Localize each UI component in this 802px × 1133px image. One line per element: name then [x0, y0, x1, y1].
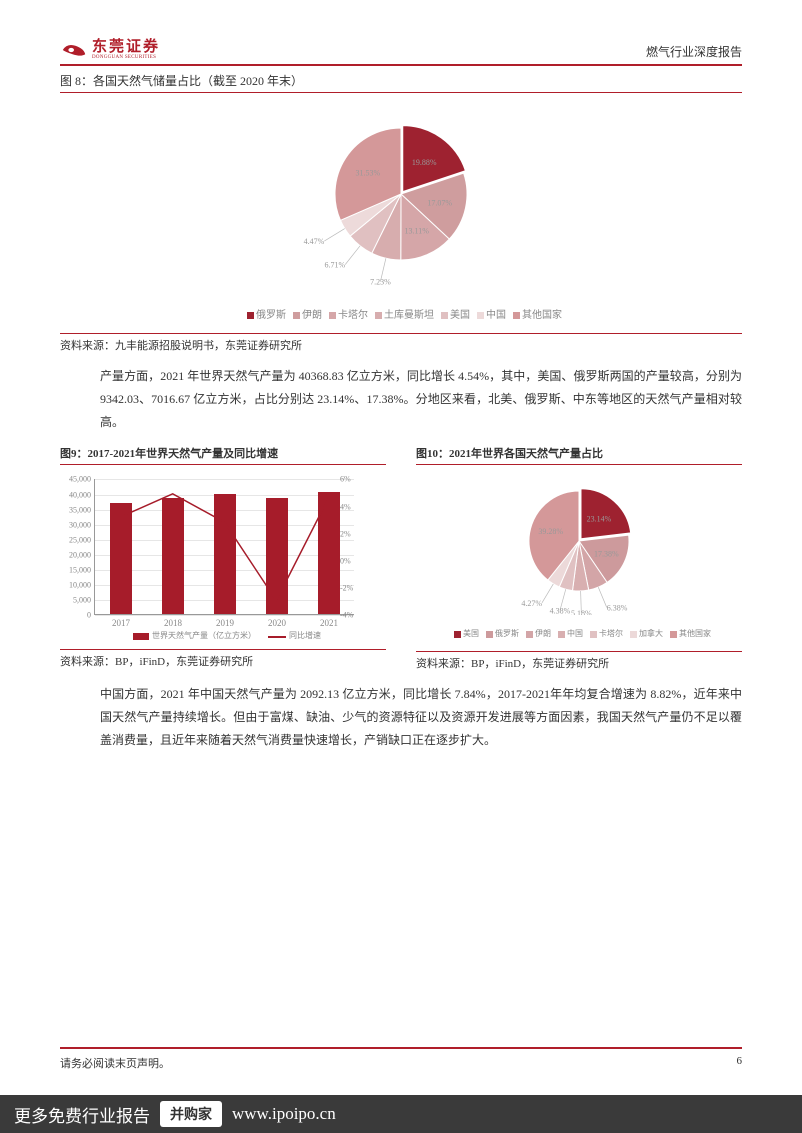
- svg-text:19.88%: 19.88%: [412, 158, 437, 167]
- figure-8-legend: 俄罗斯伊朗卡塔尔土库曼斯坦美国中国其他国家: [60, 306, 742, 327]
- svg-text:13.11%: 13.11%: [405, 226, 430, 235]
- svg-text:7.23%: 7.23%: [370, 278, 391, 287]
- svg-text:6.38%: 6.38%: [607, 604, 628, 613]
- figure-8-pie-chart: 19.88% 17.07% 13.11% 7.23% 6.71% 4.47% 31.53%: [60, 99, 742, 298]
- svg-text:4.47%: 4.47%: [304, 237, 325, 246]
- figure-9-legend: 世界天然气产量（亿立方米） 同比增速: [60, 630, 386, 641]
- figure-8-title: 图 8：各国天然气储量占比（截至 2020 年末）: [60, 72, 742, 93]
- page-number: 6: [737, 1055, 743, 1071]
- figure-10-title: 图10：2021年世界各国天然气产量占比: [416, 445, 742, 465]
- promo-button[interactable]: 并购家: [160, 1101, 222, 1127]
- body-paragraph-2: 中国方面，2021 年中国天然气产量为 2092.13 亿立方米，同比增长 7.…: [100, 683, 742, 751]
- legend-bar-label: 世界天然气产量（亿立方米）: [152, 631, 256, 640]
- figure-9-title: 图9：2017-2021年世界天然气产量及同比增速: [60, 445, 386, 465]
- figure-10-pie-chart: 23.14% 17.38% 6.38% 5.18%4.38% 4.27% 39.28%: [416, 471, 742, 620]
- svg-text:17.07%: 17.07%: [427, 198, 452, 207]
- page-footer: 请务必阅读末页声明。 6: [60, 1047, 742, 1071]
- figure-10-legend: 美国俄罗斯伊朗中国卡塔尔加拿大其他国家: [416, 628, 742, 645]
- svg-text:17.38%: 17.38%: [594, 550, 619, 559]
- logo-text-en: DONGGUAN SECURITIES: [92, 55, 160, 60]
- figure-9-chart: 05,00010,00015,00020,00025,00030,00035,0…: [60, 473, 386, 643]
- svg-text:39.28%: 39.28%: [538, 527, 563, 536]
- svg-text:6.71%: 6.71%: [325, 261, 346, 270]
- logo: 东莞证券 DONGGUAN SECURITIES: [60, 40, 160, 60]
- report-title: 燃气行业深度报告: [646, 43, 742, 60]
- promo-text: 更多免费行业报告: [14, 1102, 150, 1127]
- svg-text:23.14%: 23.14%: [587, 515, 612, 524]
- logo-swirl-icon: [60, 41, 88, 59]
- svg-text:31.53%: 31.53%: [356, 168, 381, 177]
- promo-url[interactable]: www.ipoipo.cn: [232, 1104, 336, 1124]
- figure-10-source: 资料来源：BP，iFinD，东莞证券研究所: [416, 651, 742, 671]
- promo-footer-bar: 更多免费行业报告 并购家 www.ipoipo.cn: [0, 1095, 802, 1133]
- svg-text:4.38%: 4.38%: [550, 607, 571, 616]
- figures-9-10-row: 图9：2017-2021年世界天然气产量及同比增速 05,00010,00015…: [60, 445, 742, 671]
- body-paragraph-1: 产量方面，2021 年世界天然气产量为 40368.83 亿立方米，同比增长 4…: [100, 365, 742, 433]
- footer-disclaimer: 请务必阅读末页声明。: [60, 1055, 170, 1071]
- figure-9-source: 资料来源：BP，iFinD，东莞证券研究所: [60, 649, 386, 669]
- svg-text:4.27%: 4.27%: [521, 599, 542, 608]
- legend-line-label: 同比增速: [289, 631, 321, 640]
- figure-8-block: 图 8：各国天然气储量占比（截至 2020 年末） 19.88% 17.07% 13…: [60, 72, 742, 353]
- figure-8-source: 资料来源：九丰能源招股说明书，东莞证券研究所: [60, 333, 742, 353]
- figure-10-block: 图10：2021年世界各国天然气产量占比 23.14% 17.38% 6.38% 5.…: [416, 445, 742, 671]
- figure-9-block: 图9：2017-2021年世界天然气产量及同比增速 05,00010,00015…: [60, 445, 386, 671]
- logo-text-cn: 东莞证券: [92, 40, 160, 55]
- svg-text:5.18%: 5.18%: [571, 609, 592, 615]
- page-header: 东莞证券 DONGGUAN SECURITIES 燃气行业深度报告: [60, 40, 742, 66]
